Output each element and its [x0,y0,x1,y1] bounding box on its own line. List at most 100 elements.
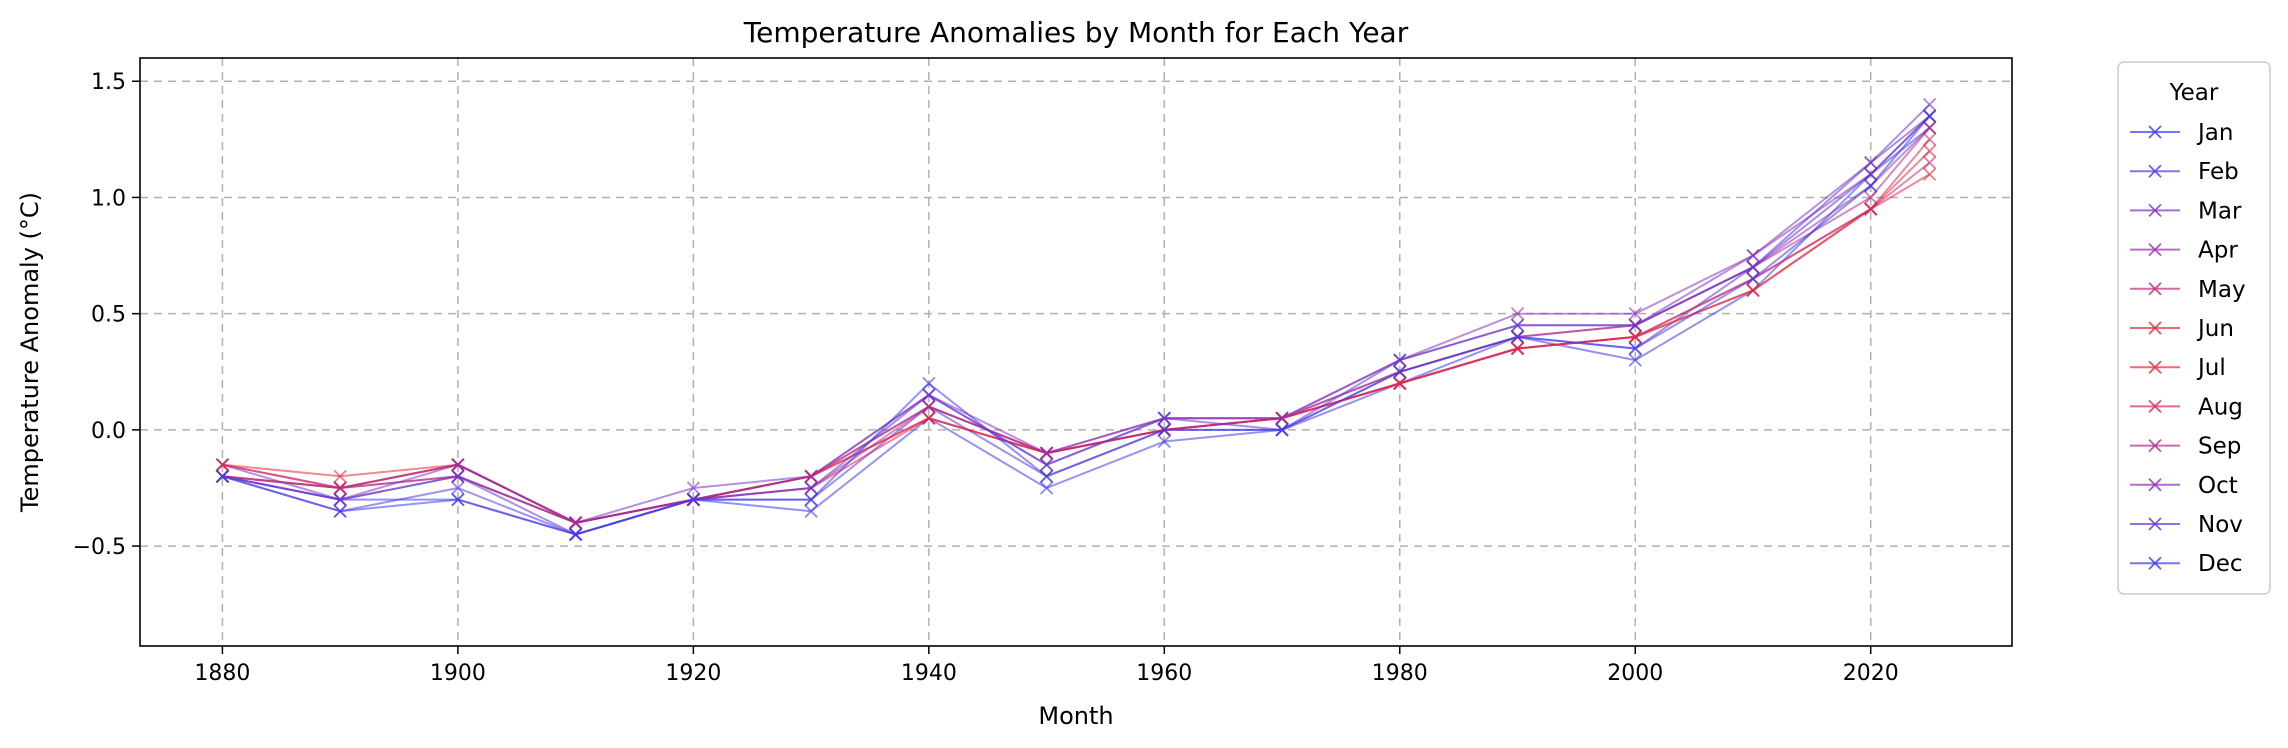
data-point-marker [1393,376,1407,391]
series-dec [215,109,1937,542]
y-axis-label: Temperature Anomaly (°C) [16,192,44,513]
data-point-marker [922,388,936,402]
data-point-marker [1628,307,1642,321]
legend-box [2117,61,2271,595]
data-point-marker [1922,109,1937,123]
data-point-marker [1039,481,1054,495]
data-point-marker [1039,458,1054,472]
y-tick-label: −0.5 [73,535,126,560]
legend-item-nov: Nov [2130,512,2243,538]
x-axis-label: Month [1038,702,1113,730]
data-point-marker [686,481,700,495]
x-tick-label: 1960 [1136,661,1192,686]
legend-label: Oct [2198,473,2238,499]
legend-marker-swatch [2148,517,2162,531]
x-tick-label: 1880 [194,661,250,686]
data-point-marker [1864,179,1878,193]
data-point-marker [568,516,583,530]
data-point-marker [1157,423,1171,437]
legend-marker-swatch [2148,556,2162,570]
x-tick-label: 1940 [901,661,957,686]
data-point-marker [215,458,230,472]
data-point-marker [1922,97,1937,112]
data-point-marker [1510,330,1525,344]
legend-item-aug: Aug [2130,394,2243,420]
data-point-marker [804,469,818,483]
data-point-marker [1746,283,1760,298]
legend-item-jan: Jan [2130,120,2233,146]
legend-label: May [2198,277,2246,303]
data-point-marker [451,481,465,495]
data-point-marker [333,469,347,483]
legend-item-mar: Mar [2130,198,2242,224]
data-point-marker [922,399,936,414]
legend-item-apr: Apr [2130,238,2238,264]
legend-label: Jul [2196,355,2226,381]
legend-item-feb: Feb [2130,159,2239,185]
y-tick-label: 0.0 [91,419,126,444]
x-axis-ticks: 1880 1900 1920 1940 1960 1980 2000 2020 [194,646,1899,686]
data-point-marker [1922,121,1937,135]
legend-item-oct: Oct [2130,473,2238,499]
data-point-marker [1746,248,1760,263]
data-point-marker [1039,469,1054,483]
series-nov [215,109,1937,542]
data-point-marker [1628,330,1642,344]
legend-label: Dec [2198,551,2243,577]
data-point-marker [1393,365,1407,379]
legend-item-dec: Dec [2130,551,2243,577]
data-point-marker [451,458,465,472]
data-point-marker [568,527,583,542]
data-point-marker [922,411,936,425]
legend-item-jul: Jul [2130,355,2226,381]
data-point-marker [451,469,465,483]
data-point-marker [451,492,465,507]
legend-label: Aug [2198,394,2243,420]
data-point-marker [804,504,818,518]
y-tick-label: 0.5 [91,303,126,328]
data-point-marker [1864,202,1878,216]
plot-area-frame [139,57,2013,647]
x-tick-label: 1920 [665,661,721,686]
data-point-marker [1746,272,1760,286]
chart-title: Temperature Anomalies by Month for Each … [743,16,1409,49]
data-point-marker [1393,353,1407,367]
legend-title: Year [2169,80,2219,106]
legend-marker-swatch [2148,242,2162,257]
data-point-marker [333,504,347,518]
data-point-marker [1864,155,1878,170]
data-point-marker [1275,423,1289,437]
data-point-marker [1628,341,1642,356]
data-point-marker [804,492,818,507]
x-tick-label: 2020 [1843,661,1899,686]
data-point-marker [1510,307,1525,321]
data-point-marker [686,492,700,507]
legend-marker-swatch [2148,321,2162,335]
series-layer [215,97,1937,542]
legend-marker-swatch [2148,125,2162,139]
legend-item-may: May [2130,277,2246,303]
data-point-marker [1922,132,1937,146]
legend-label: Feb [2198,159,2239,185]
data-point-marker [922,376,936,391]
legend-marker-swatch [2148,360,2162,374]
y-tick-label: 1.5 [91,70,126,95]
data-point-marker [1922,144,1937,158]
series-line [222,115,1931,536]
legend-label: Nov [2198,512,2243,538]
x-tick-label: 1900 [430,661,486,686]
grid-lines [140,58,2012,646]
data-point-marker [1864,167,1878,181]
y-tick-label: 1.0 [91,186,126,211]
data-point-marker [1628,318,1642,332]
legend-items: Jan Feb Mar Apr May Jun Jul Aug Sep Oct Nov Dec [2130,120,2246,577]
data-point-marker [1922,155,1937,170]
legend-label: Jan [2196,120,2233,146]
x-tick-label: 1980 [1372,661,1428,686]
y-axis-ticks: −0.5 0.0 0.5 1.0 1.5 [73,70,140,560]
data-point-marker [804,481,818,495]
series-line [222,115,1931,536]
data-point-marker [1510,341,1525,356]
